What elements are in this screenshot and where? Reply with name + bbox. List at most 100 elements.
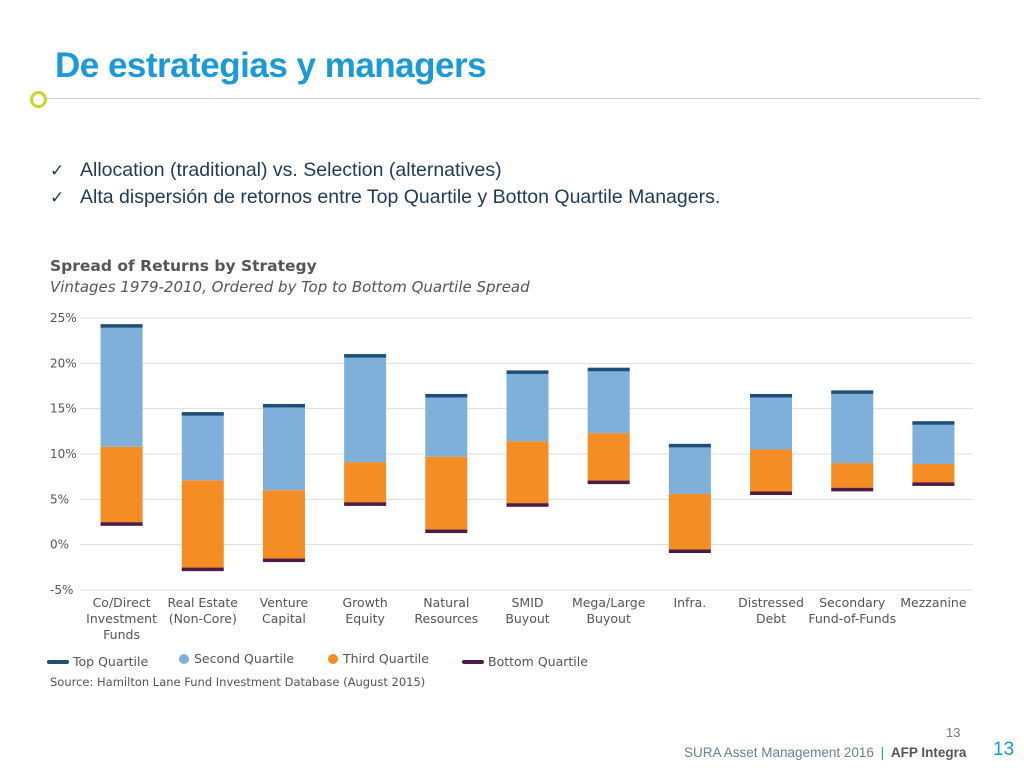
footer-company: SURA Asset Management 2016: [684, 745, 874, 760]
x-category-label: Natural: [423, 595, 469, 610]
x-category-label: Debt: [756, 611, 786, 626]
x-category-label: Fund-of-Funds: [808, 611, 896, 626]
legend-swatch-top-quartile: [47, 659, 69, 664]
bar-third-quartile: [912, 463, 955, 484]
x-category-label: Co/Direct: [93, 595, 151, 610]
footer-separator: |: [880, 745, 885, 760]
bar-second-quartile: [262, 405, 305, 491]
chart-source: Source: Hamilton Lane Fund Investment Da…: [50, 675, 426, 689]
bar-second-quartile: [506, 372, 549, 442]
x-category-label: (Non-Core): [169, 611, 237, 626]
page-number: 13: [993, 739, 1015, 760]
bar-third-quartile: [100, 446, 143, 524]
bar-top-quartile-marker: [181, 412, 224, 416]
x-category-label: Infra.: [673, 595, 706, 610]
bar-third-quartile: [750, 449, 793, 493]
x-category-label: Mezzanine: [900, 595, 967, 610]
y-tick-label: 0%: [50, 538, 69, 552]
bar-top-quartile-marker: [262, 403, 305, 408]
title-bullet-dot-icon: [30, 91, 47, 108]
x-category-label: Distressed: [738, 595, 804, 610]
bar-second-quartile: [344, 356, 387, 463]
bar-second-quartile: [181, 414, 224, 481]
bar-third-quartile: [181, 480, 224, 570]
y-tick-label: 20%: [50, 356, 77, 370]
bar-second-quartile: [750, 395, 793, 450]
legend-label: Top Quartile: [73, 654, 149, 669]
checkmark-icon: ✓: [50, 188, 65, 207]
x-category-label: Buyout: [505, 611, 549, 626]
x-category-label: Venture: [260, 595, 309, 610]
bar-second-quartile: [587, 369, 630, 434]
bar-top-quartile-marker: [587, 367, 630, 372]
x-category-label: Buyout: [586, 611, 630, 626]
bar-bottom-quartile-marker: [750, 491, 793, 495]
bar-third-quartile: [506, 441, 549, 505]
bar-second-quartile: [100, 326, 143, 447]
x-category-label: Equity: [345, 611, 385, 626]
legend-label: Third Quartile: [343, 651, 429, 666]
y-tick-label: 10%: [50, 447, 77, 461]
bar-bottom-quartile-marker: [425, 529, 468, 534]
x-category-label: SMID: [511, 595, 543, 610]
bar-third-quartile: [425, 456, 468, 532]
x-category-label: Funds: [103, 627, 140, 642]
bar-top-quartile-marker: [668, 443, 711, 448]
bullet-text: Allocation (traditional) vs. Selection (…: [80, 159, 502, 181]
legend-swatch-bottom-quartile: [462, 659, 484, 664]
bar-second-quartile: [668, 445, 711, 494]
legend-label: Bottom Quartile: [488, 654, 588, 669]
bar-bottom-quartile-marker: [831, 487, 874, 492]
bar-third-quartile: [587, 433, 630, 483]
x-category-label: Growth: [343, 595, 388, 610]
bar-bottom-quartile-marker: [506, 503, 549, 507]
x-category-label: Resources: [414, 611, 478, 626]
x-category-label: Secondary: [819, 595, 886, 610]
bar-third-quartile: [344, 462, 387, 504]
y-axis-ticks: -5% 0% 5% 10% 15% 20% 25%: [50, 311, 77, 597]
checkmark-icon: ✓: [50, 161, 65, 180]
bullet-list: ✓ Allocation (traditional) vs. Selection…: [50, 157, 720, 211]
legend-item-second-quartile: Second Quartile: [179, 651, 294, 666]
bar-bottom-quartile-marker: [587, 480, 630, 485]
footer-text: SURA Asset Management 2016 | AFP Integra: [684, 745, 966, 760]
bar-bottom-quartile-marker: [262, 558, 305, 563]
footer-brand: AFP Integra: [890, 745, 967, 760]
y-tick-label: 25%: [50, 311, 77, 325]
y-tick-label: 15%: [50, 402, 77, 416]
bar-top-quartile-marker: [831, 390, 874, 394]
bar-bottom-quartile-marker: [181, 567, 224, 572]
x-category-label: Capital: [262, 611, 306, 626]
bar-bottom-quartile-marker: [668, 549, 711, 554]
bars: [100, 324, 955, 572]
chart-subtitle: Vintages 1979-2010, Ordered by Top to Bo…: [50, 278, 530, 296]
bar-top-quartile-marker: [750, 393, 793, 398]
page-number-small: 13: [946, 725, 961, 740]
legend-item-top-quartile: Top Quartile: [47, 654, 148, 669]
bar-third-quartile: [831, 463, 874, 490]
bar-top-quartile-marker: [100, 324, 143, 328]
slide-title: De estrategias y managers: [55, 46, 487, 85]
legend-item-third-quartile: Third Quartile: [328, 651, 429, 666]
legend-swatch-third-quartile: [328, 653, 338, 664]
bar-third-quartile: [262, 490, 305, 561]
bar-third-quartile: [668, 493, 711, 552]
bullet-text: Alta dispersión de retornos entre Top Qu…: [80, 186, 721, 208]
legend-swatch-second-quartile: [179, 653, 189, 664]
x-category-label: Investment: [86, 611, 157, 626]
bullet-item: ✓ Allocation (traditional) vs. Selection…: [50, 157, 720, 184]
x-category-label: Mega/Large: [572, 595, 646, 610]
bar-bottom-quartile-marker: [912, 482, 955, 486]
bar-bottom-quartile-marker: [344, 502, 387, 506]
bar-top-quartile-marker: [506, 370, 549, 374]
spread-of-returns-chart: -5%0%5%10%15%20%25% Co/DirectInvestmentF…: [50, 311, 973, 642]
bar-second-quartile: [831, 392, 874, 464]
legend-label: Second Quartile: [194, 651, 295, 666]
bullet-item: ✓ Alta dispersión de retornos entre Top …: [50, 184, 720, 211]
bar-bottom-quartile-marker: [100, 522, 143, 526]
bar-top-quartile-marker: [344, 354, 387, 358]
title-divider: [45, 98, 981, 99]
bar-top-quartile-marker: [425, 393, 468, 398]
chart-title: Spread of Returns by Strategy: [50, 257, 317, 275]
